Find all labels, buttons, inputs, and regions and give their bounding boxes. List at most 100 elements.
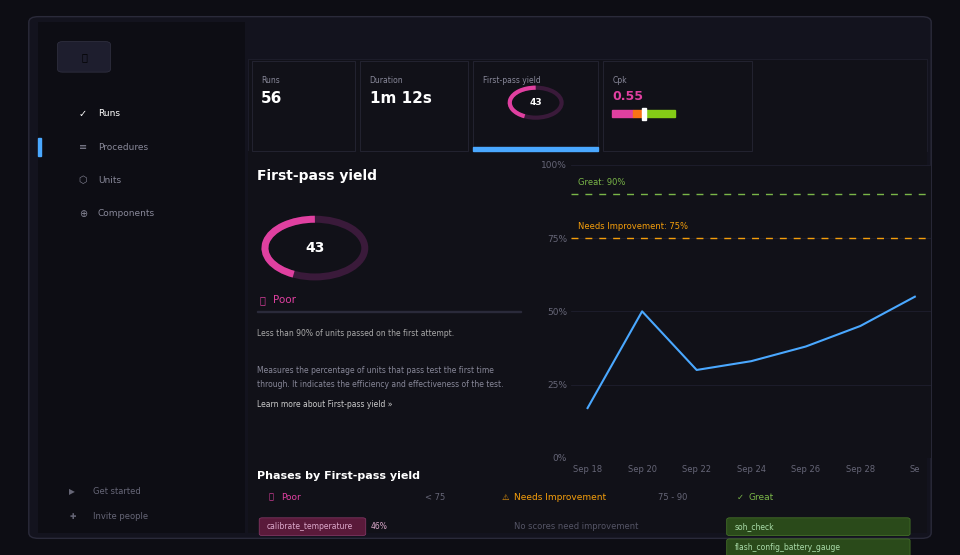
Text: Runs: Runs	[261, 76, 280, 85]
Text: Components: Components	[98, 209, 156, 218]
Bar	[38, 22, 245, 533]
Bar	[38, 170, 922, 176]
Text: No scores need improvement: No scores need improvement	[514, 522, 638, 531]
Bar	[38, 164, 922, 170]
Bar	[38, 119, 922, 124]
Text: Units: Units	[98, 176, 121, 185]
Text: soh_check: soh_check	[734, 522, 774, 531]
Text: ▶: ▶	[69, 487, 75, 496]
FancyBboxPatch shape	[727, 539, 910, 555]
Text: ✓: ✓	[736, 493, 743, 502]
Bar	[38, 73, 922, 79]
Text: calibrate_temperature: calibrate_temperature	[267, 522, 353, 531]
Text: Great: Great	[749, 493, 774, 502]
Bar	[38, 39, 922, 45]
Bar	[38, 153, 922, 159]
Bar	[38, 148, 922, 153]
Text: ⚠: ⚠	[501, 493, 509, 502]
Bar	[38, 108, 922, 113]
Bar	[641, 108, 645, 120]
Bar	[38, 187, 922, 193]
Text: ✓: ✓	[79, 109, 86, 119]
Bar	[38, 138, 41, 156]
Text: 1m 12s: 1m 12s	[370, 91, 431, 107]
Text: flash_config_battery_gauge: flash_config_battery_gauge	[734, 543, 840, 552]
Bar	[38, 62, 922, 68]
Text: Measures the percentage of units that pass test the first time: Measures the percentage of units that pa…	[257, 366, 494, 375]
Bar	[248, 59, 927, 151]
Text: ≡: ≡	[79, 142, 86, 152]
Bar	[38, 96, 922, 102]
Bar	[38, 244, 922, 250]
Text: Get started: Get started	[93, 487, 141, 496]
Bar	[473, 61, 598, 151]
Bar	[38, 130, 922, 136]
Bar	[612, 110, 634, 117]
FancyBboxPatch shape	[29, 17, 931, 538]
Text: 🤖: 🤖	[81, 52, 87, 62]
Bar	[38, 176, 922, 181]
Text: ⊕: ⊕	[79, 209, 86, 219]
Bar	[38, 142, 922, 147]
Bar	[38, 136, 922, 142]
Text: Procedures: Procedures	[98, 143, 148, 152]
Bar	[473, 147, 598, 151]
Text: Less than 90% of units passed on the first attempt.: Less than 90% of units passed on the fir…	[257, 329, 454, 337]
Bar	[38, 199, 922, 204]
Bar	[38, 204, 922, 210]
Text: 43: 43	[305, 241, 324, 255]
Bar	[38, 239, 922, 244]
Text: ✚: ✚	[69, 512, 76, 521]
Text: Poor: Poor	[273, 295, 296, 305]
Text: ⬡: ⬡	[79, 175, 87, 185]
Bar	[38, 22, 922, 28]
Bar	[38, 28, 922, 33]
Bar	[634, 110, 643, 117]
Bar	[38, 51, 922, 56]
Bar	[38, 193, 922, 199]
Bar	[38, 85, 922, 90]
Text: Invite people: Invite people	[93, 512, 148, 521]
Bar	[38, 57, 922, 62]
Bar	[38, 45, 922, 51]
Text: Needs Improvement: 75%: Needs Improvement: 75%	[578, 223, 688, 231]
FancyBboxPatch shape	[727, 518, 910, 536]
Bar	[38, 68, 922, 73]
Bar	[38, 221, 922, 227]
Bar	[38, 125, 922, 130]
FancyBboxPatch shape	[259, 518, 366, 536]
Text: ⓧ: ⓧ	[259, 295, 265, 305]
Text: Learn more about First-pass yield »: Learn more about First-pass yield »	[257, 400, 393, 408]
Text: through. It indicates the efficiency and effectiveness of the test.: through. It indicates the efficiency and…	[257, 380, 504, 388]
Text: 0.55: 0.55	[612, 89, 643, 103]
Bar	[360, 61, 468, 151]
Bar	[603, 61, 752, 151]
Bar	[38, 233, 922, 239]
Text: ⓧ: ⓧ	[269, 493, 274, 502]
Bar	[38, 227, 922, 233]
Text: 56: 56	[261, 91, 282, 107]
Text: Great: 90%: Great: 90%	[578, 178, 626, 188]
Bar	[252, 61, 355, 151]
Text: 46%: 46%	[371, 522, 388, 531]
Text: First-pass yield: First-pass yield	[483, 76, 540, 85]
Text: Phases by First-pass yield: Phases by First-pass yield	[257, 471, 420, 481]
Text: Needs Improvement: Needs Improvement	[514, 493, 606, 502]
Bar	[257, 311, 521, 312]
Bar	[38, 210, 922, 215]
Text: Runs: Runs	[98, 109, 120, 118]
Bar	[248, 151, 927, 533]
Bar	[38, 159, 922, 164]
Text: 75 - 90: 75 - 90	[658, 493, 687, 502]
Text: < 75: < 75	[425, 493, 445, 502]
Bar	[38, 102, 922, 108]
Bar	[38, 79, 922, 85]
Bar	[643, 110, 675, 117]
Text: First-pass yield: First-pass yield	[257, 169, 377, 183]
FancyBboxPatch shape	[58, 42, 110, 72]
Bar	[38, 181, 922, 187]
Text: Poor: Poor	[281, 493, 301, 502]
Bar	[38, 215, 922, 221]
Text: 43: 43	[529, 98, 542, 107]
Bar	[38, 33, 922, 39]
